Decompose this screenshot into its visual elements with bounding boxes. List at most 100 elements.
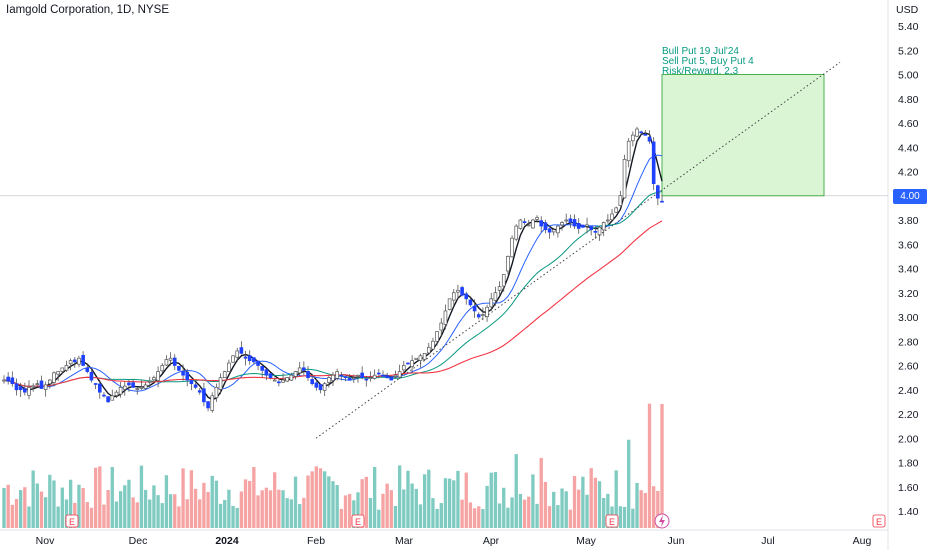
volume-bar [435,508,439,528]
volume-bar [248,480,252,528]
volume-bar [227,489,231,528]
volume-bar [281,490,285,528]
candle-body [260,366,265,371]
y-tick-label: 3.60 [898,239,919,251]
volume-bar [531,474,535,528]
x-tick-label: 2024 [215,535,239,547]
candle-body [443,310,448,325]
candle-body [481,314,485,316]
candle-body [639,131,643,134]
candle-body [451,292,456,301]
y-tick-label: 2.60 [898,361,919,373]
ma-fast-line [3,132,663,401]
y-tick-label: 1.40 [898,506,919,518]
volume-bar [614,470,618,528]
volume-bar [410,483,414,528]
volume-bar [306,475,310,528]
volume-bar [422,474,427,528]
volume-bar [552,491,556,528]
candle-body [422,353,427,360]
candle-body [264,369,269,376]
candle-body [214,386,219,399]
volume-bar [518,493,523,528]
volume-bar [502,487,506,528]
x-tick-label: Jul [761,535,774,547]
volume-bar [485,485,489,528]
volume-bar [160,503,164,528]
volume-bar [114,501,119,528]
candle-body [139,386,144,389]
volume-bar [660,404,664,528]
volume-bar [547,506,552,528]
candle-body [285,377,289,382]
volume-bar [439,503,443,528]
volume-bar [393,505,398,528]
volume-bar [364,476,368,528]
volume-bar [468,502,473,528]
volume-bar [323,471,327,528]
candle-body [268,373,273,378]
earnings-marker-label: E [609,517,615,527]
volume-bar [597,481,602,528]
candle-body [48,379,52,385]
candle-body [227,362,231,373]
candle-body [202,388,206,403]
volume-bar [239,491,244,528]
y-tick-label: 5.20 [898,45,919,57]
candle-body [472,305,477,312]
candle-body [152,377,156,381]
candle-body [289,374,294,381]
candle-body [447,298,452,310]
candle-body [601,222,606,231]
volume-bar [539,457,543,528]
volume-bar [52,480,56,528]
volume-bar [460,499,464,528]
y-tick-label: 4.60 [898,118,919,130]
candle-body [272,379,277,382]
volume-bar [31,470,35,528]
volume-bar [372,466,377,528]
volume-bar [477,506,481,528]
candle-body [560,222,564,226]
volume-bar [318,468,323,528]
y-tick-label: 2.40 [898,385,919,397]
last-price-tag: 4.00 [893,189,927,204]
candle-body [18,386,23,391]
candle-body [385,375,389,378]
volume-bar [593,477,598,528]
candle-body [539,220,544,227]
volume-bar [647,403,652,528]
volume-bar [589,468,593,528]
volume-bar [493,472,498,528]
volume-bar [123,485,127,528]
volume-bar [406,470,410,528]
volume-bar [202,482,206,528]
candle-body [543,222,548,231]
earnings-marker-icon [605,514,619,528]
candle-body [35,383,40,386]
candle-body [381,374,385,377]
earnings-marker-label: E [355,517,361,527]
volume-bar [522,499,527,528]
candle-body [401,365,406,371]
candle-body [164,359,169,366]
candle-body [310,379,314,385]
candle-body [239,347,244,354]
candle-body [39,380,44,389]
volume-bar [181,468,185,528]
volume-bar [127,479,131,528]
candle-body [389,377,394,381]
candle-body [156,371,160,381]
volume-bar [514,454,518,528]
volume-bar [214,480,219,528]
candle-body [89,371,94,381]
candle-body [456,289,460,293]
volume-bar [343,495,348,528]
candle-body [302,367,306,371]
annotation-line-2: Sell Put 5, Buy Put 4 [662,56,754,67]
candle-body [489,298,494,308]
trendline [315,61,841,439]
candle-body [418,355,423,361]
volume-bar [397,465,402,528]
